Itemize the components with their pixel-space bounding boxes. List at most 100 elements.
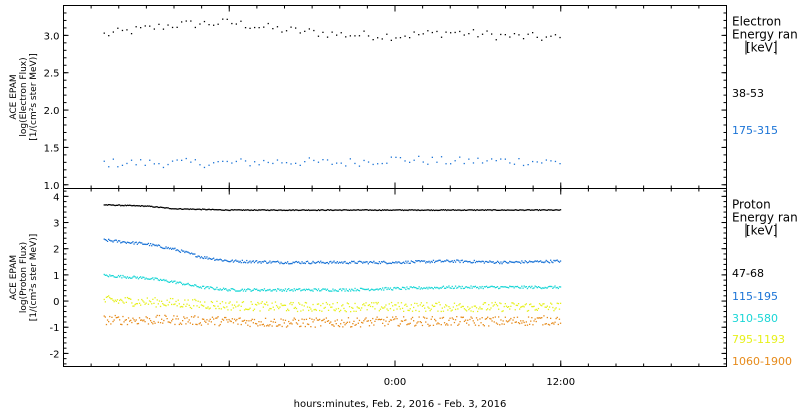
proton-data-point bbox=[292, 261, 294, 263]
proton-data-point bbox=[142, 276, 144, 278]
electron-data-point bbox=[222, 18, 224, 20]
proton-data-point bbox=[180, 305, 183, 308]
proton-data-point bbox=[314, 209, 316, 211]
proton-data-point bbox=[555, 307, 557, 309]
proton-data-point bbox=[220, 259, 222, 261]
electron-data-point bbox=[176, 26, 178, 28]
proton-data-point bbox=[157, 206, 159, 209]
proton-data-point bbox=[463, 209, 466, 211]
proton-data-point bbox=[143, 319, 145, 321]
proton-data-point bbox=[239, 290, 241, 292]
proton-data-point bbox=[188, 319, 190, 321]
proton-data-point bbox=[510, 209, 512, 211]
proton-data-point bbox=[437, 209, 439, 212]
proton-data-point bbox=[378, 288, 380, 290]
proton-data-point bbox=[294, 209, 296, 211]
proton-data-point bbox=[229, 320, 231, 322]
proton-data-point bbox=[356, 306, 358, 308]
proton-data-point bbox=[524, 209, 526, 211]
proton-data-point bbox=[384, 261, 386, 263]
proton-data-point bbox=[338, 310, 341, 313]
electron-data-point bbox=[162, 166, 165, 169]
proton-data-point bbox=[184, 208, 186, 210]
proton-data-point bbox=[239, 260, 241, 262]
proton-data-point bbox=[441, 260, 443, 263]
electron-data-point bbox=[349, 158, 351, 160]
proton-data-point bbox=[392, 316, 394, 318]
proton-data-point bbox=[512, 319, 514, 321]
proton-data-point bbox=[247, 324, 249, 326]
proton-data-point bbox=[395, 304, 397, 306]
proton-data-point bbox=[325, 301, 327, 304]
proton-data-point bbox=[232, 307, 235, 309]
electron-data-point bbox=[130, 159, 133, 161]
proton-data-point bbox=[522, 287, 524, 289]
proton-data-point bbox=[327, 290, 330, 292]
proton-data-point bbox=[334, 262, 336, 264]
proton-data-point bbox=[557, 323, 559, 326]
electron-data-point bbox=[336, 162, 338, 164]
proton-data-point bbox=[384, 287, 386, 289]
electron-legend-title-line: Electron bbox=[732, 15, 781, 29]
proton-data-point bbox=[352, 261, 354, 263]
proton-data-point bbox=[343, 307, 345, 310]
proton-data-point bbox=[437, 260, 439, 262]
proton-data-point bbox=[383, 319, 385, 321]
proton-data-point bbox=[470, 285, 472, 287]
proton-data-point bbox=[306, 289, 309, 291]
proton-data-point bbox=[300, 262, 302, 265]
proton-data-point bbox=[520, 209, 522, 211]
proton-data-point bbox=[312, 290, 314, 292]
proton-data-point bbox=[426, 261, 428, 263]
proton-data-point bbox=[536, 287, 538, 289]
proton-data-point bbox=[200, 287, 203, 289]
proton-data-point bbox=[240, 289, 242, 291]
proton-data-point bbox=[199, 322, 201, 324]
proton-data-point bbox=[236, 301, 238, 303]
proton-data-point bbox=[135, 303, 137, 305]
proton-data-point bbox=[296, 323, 299, 325]
proton-data-point bbox=[313, 319, 315, 321]
proton-data-point bbox=[108, 295, 110, 297]
electron-data-point bbox=[285, 30, 288, 32]
proton-data-point bbox=[365, 317, 367, 319]
proton-data-point bbox=[441, 307, 443, 309]
electron-data-point bbox=[445, 31, 447, 33]
proton-data-point bbox=[308, 323, 310, 326]
electron-data-point bbox=[486, 30, 488, 32]
proton-data-point bbox=[173, 280, 175, 282]
proton-data-point bbox=[218, 259, 220, 261]
proton-data-point bbox=[156, 206, 158, 208]
proton-data-point bbox=[290, 289, 292, 291]
proton-data-point bbox=[173, 315, 175, 317]
proton-data-point bbox=[251, 303, 253, 305]
proton-data-point bbox=[183, 316, 185, 318]
electron-data-point bbox=[135, 26, 137, 28]
proton-data-point bbox=[138, 317, 141, 319]
proton-data-point bbox=[398, 288, 400, 290]
proton-data-point bbox=[296, 288, 299, 291]
proton-data-point bbox=[459, 209, 461, 211]
proton-data-point bbox=[494, 301, 496, 304]
electron-data-point bbox=[381, 38, 383, 40]
proton-data-point bbox=[450, 260, 452, 263]
proton-data-point bbox=[323, 318, 325, 320]
proton-data-point bbox=[505, 261, 508, 264]
proton-data-point bbox=[550, 317, 552, 319]
proton-data-point bbox=[224, 288, 226, 290]
proton-data-point bbox=[525, 209, 527, 211]
proton-data-point bbox=[364, 318, 366, 320]
proton-data-point bbox=[298, 319, 300, 322]
proton-data-point bbox=[438, 288, 440, 290]
proton-data-point bbox=[371, 288, 373, 290]
proton-data-point bbox=[167, 321, 169, 323]
proton-data-point bbox=[371, 209, 373, 211]
proton-data-point bbox=[419, 304, 421, 306]
proton-data-point bbox=[505, 209, 508, 211]
proton-data-point bbox=[428, 307, 430, 309]
proton-data-point bbox=[409, 262, 411, 264]
electron-data-point bbox=[404, 35, 406, 37]
proton-data-point bbox=[481, 260, 483, 262]
proton-data-point bbox=[534, 260, 536, 262]
electron-data-point bbox=[140, 159, 142, 161]
